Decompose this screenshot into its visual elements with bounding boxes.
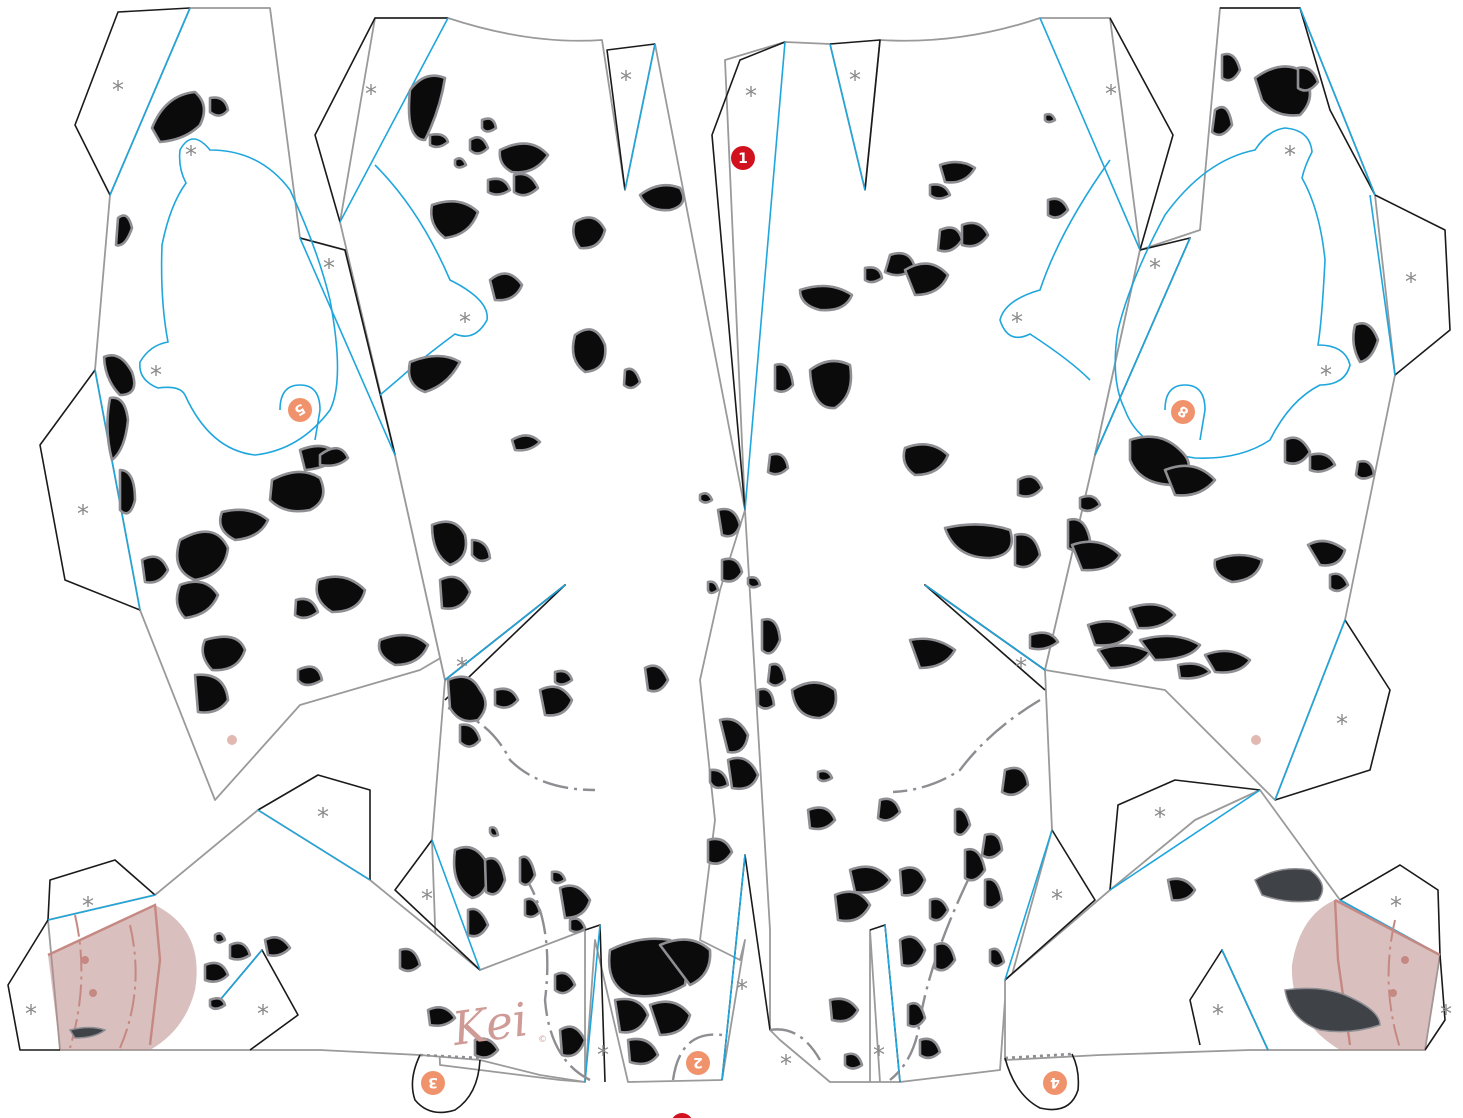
glue-asterisk-icon: * (82, 892, 94, 920)
tab-right-bottom-a (1109, 779, 1261, 891)
tab-right-bottom-d (1004, 829, 1096, 981)
badge-2: 2 (686, 1051, 710, 1075)
badge-5: 5 (279, 384, 321, 441)
tab-top-left (74, 7, 191, 196)
glue-asterisk-icon: * (1154, 803, 1166, 831)
tab-top-center-mid (711, 41, 786, 511)
glue-asterisk-icon: * (597, 1041, 609, 1069)
svg-text:©: © (538, 1035, 547, 1045)
glue-asterisk-icon: * (150, 361, 162, 389)
tab-left-bottom-d (394, 839, 481, 971)
badge-8: 8 (1164, 384, 1206, 441)
glue-asterisk-icon: * (1440, 1000, 1452, 1028)
svg-text:4: 4 (1050, 1074, 1060, 1090)
glue-asterisk-icon: * (620, 66, 632, 94)
glue-asterisk-icon: * (1320, 361, 1332, 389)
glue-asterisk-icon: * (317, 803, 329, 831)
glue-asterisk-icon: * (1015, 653, 1027, 681)
dalmatian-spots (68, 52, 1381, 1070)
badge-bottom-partial (672, 1113, 692, 1118)
badge-1: 1 (731, 146, 755, 170)
right-ear-inner-outline (1114, 127, 1351, 459)
glue-asterisk-icon: * (1405, 268, 1417, 296)
glue-asterisk-icon: * (25, 1000, 37, 1028)
glue-asterisk-icon: * (77, 500, 89, 528)
glue-asterisk-icon: * (365, 80, 377, 108)
tab-left-ear (39, 369, 141, 611)
numbered-tabs (411, 1053, 1080, 1114)
glue-asterisk-icon: * (1149, 254, 1161, 282)
glue-asterisk-icon: * (257, 1000, 269, 1028)
glue-asterisk-icon: * (745, 82, 757, 110)
badge-4: 4 (1043, 1071, 1067, 1095)
svg-text:1: 1 (738, 151, 748, 167)
glue-marks: * * * * * * * * * * * * * * * * * * * * … (25, 66, 1452, 1078)
glue-asterisk-icon: * (1390, 892, 1402, 920)
glue-asterisk-icon: * (1284, 141, 1296, 169)
glue-asterisk-icon: * (873, 1041, 885, 1069)
glue-asterisk-icon: * (1212, 1000, 1224, 1028)
tab-right-low (1274, 619, 1391, 801)
tab-top-left-2 (314, 17, 448, 223)
tab-top-right (1109, 17, 1174, 251)
tab-right-bottom-b (1339, 864, 1446, 1051)
signature-watermark-icon: Kei © (448, 992, 547, 1056)
glue-asterisk-icon: * (1105, 80, 1117, 108)
tab-top-center-right (829, 39, 881, 191)
right-ear-inner-outline-2 (999, 159, 1111, 381)
svg-text:2: 2 (693, 1054, 703, 1070)
badge-3: 3 (421, 1071, 445, 1095)
tab-top-right-2 (1220, 7, 1376, 196)
glue-asterisk-icon: * (1051, 885, 1063, 913)
left-ear-inner-outline-2 (374, 164, 488, 396)
glue-asterisk-icon: * (323, 254, 335, 282)
svg-text:3: 3 (428, 1074, 438, 1090)
glue-asterisk-icon: * (1336, 710, 1348, 738)
tab-left-inner (299, 237, 396, 456)
fold-lines (47, 7, 1441, 1083)
glue-asterisk-icon: * (185, 141, 197, 169)
glue-asterisk-icon: * (456, 653, 468, 681)
glue-asterisk-icon: * (112, 76, 124, 104)
left-ear-inner-outline (139, 138, 339, 456)
svg-text:Kei: Kei (448, 992, 531, 1056)
glue-asterisk-icon: * (780, 1050, 792, 1078)
tab-left-bottom-a (257, 774, 371, 880)
glue-asterisk-icon: * (736, 975, 748, 1003)
glue-asterisk-icon: * (1011, 308, 1023, 336)
glue-asterisk-icon: * (421, 885, 433, 913)
tab-right-ear (1374, 194, 1451, 376)
glue-asterisk-icon: * (849, 66, 861, 94)
tab-top-center-left (606, 43, 656, 191)
glue-asterisk-icon: * (459, 308, 471, 336)
